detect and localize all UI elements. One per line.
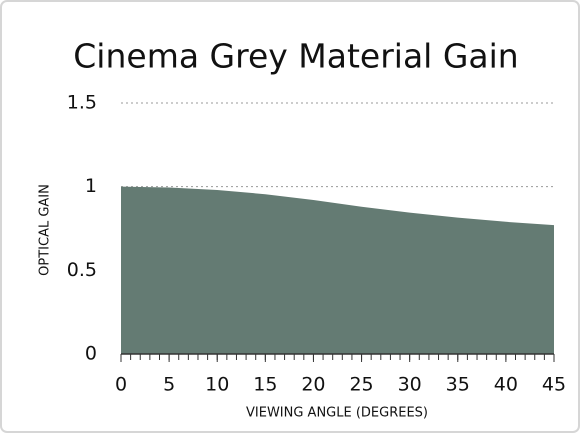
x-tick-label: 35	[446, 374, 470, 396]
x-tick-label: 30	[398, 374, 422, 396]
y-tick-label: 1.5	[67, 92, 97, 114]
x-tick-label: 45	[542, 374, 566, 396]
area	[121, 186, 554, 354]
x-tick-label: 20	[301, 374, 325, 396]
x-axis-title: VIEWING ANGLE (DEGREES)	[246, 406, 428, 421]
x-tick-label: 40	[494, 374, 518, 396]
chart-title: Cinema Grey Material Gain	[73, 37, 518, 76]
y-tick-label: 0	[85, 343, 97, 365]
x-tick-label: 10	[205, 374, 229, 396]
x-tick-label: 15	[253, 374, 277, 396]
x-tick-label: 5	[163, 374, 175, 396]
y-tick-label: 1	[85, 175, 97, 197]
x-tick-label: 0	[115, 374, 127, 396]
y-tick-label: 0.5	[67, 259, 97, 281]
x-tick-label: 25	[349, 374, 373, 396]
y-axis-title: OPTICAL GAIN	[38, 184, 53, 276]
